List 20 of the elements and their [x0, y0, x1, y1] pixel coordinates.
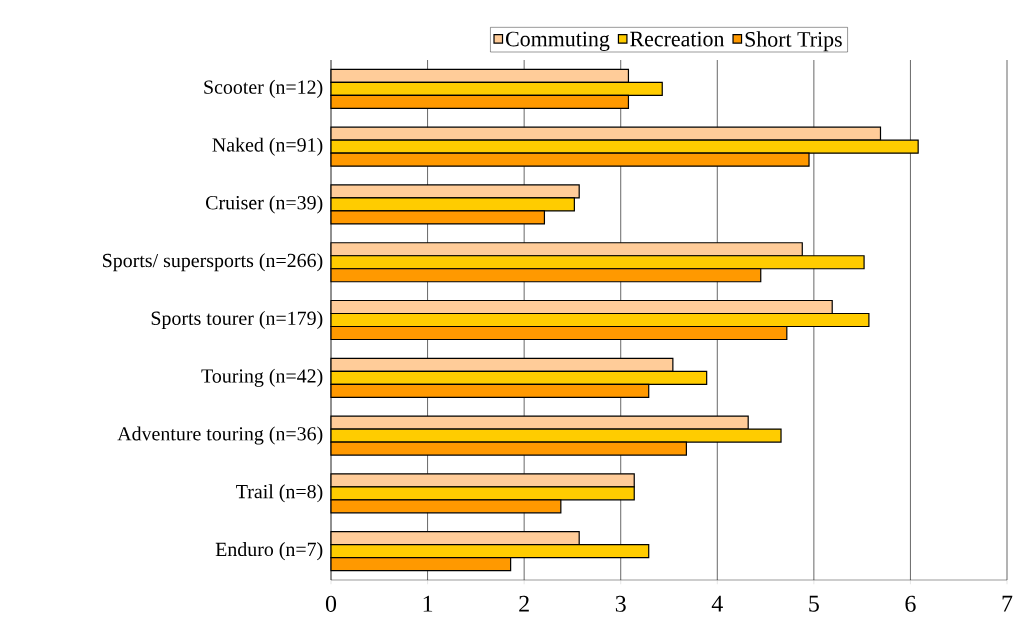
x-tick-label: 4	[711, 595, 723, 612]
legend-label: Commuting	[506, 31, 610, 51]
x-tick-label: 7	[1002, 595, 1013, 612]
y-tick-label: Touring (n=42)	[201, 368, 323, 387]
legend-label: Short Trips	[745, 31, 842, 52]
y-tick-label: Naked (n=91)	[212, 137, 323, 156]
y-tick-label: Cruiser (n=39)	[206, 195, 323, 214]
x-tick-label: 5	[809, 595, 819, 612]
x-tick-label: 1	[423, 595, 433, 612]
y-tick-label: Trail (n=8)	[236, 484, 323, 503]
y-tick-label: Scooter (n=12)	[204, 79, 323, 98]
x-tick-label: 2	[519, 595, 529, 612]
y-tick-label: Sports tourer (n=179)	[151, 310, 323, 330]
x-tick-label: 3	[615, 595, 626, 612]
x-tick-label: 6	[905, 595, 916, 612]
y-tick-label: Sports/ supersports (n=266)	[103, 253, 323, 272]
x-tick-label: 0	[325, 595, 337, 612]
y-tick-label: Enduro (n=7)	[215, 542, 323, 561]
legend-label: Recreation	[630, 31, 725, 47]
y-tick-label: Adventure touring (n=36)	[117, 426, 323, 445]
